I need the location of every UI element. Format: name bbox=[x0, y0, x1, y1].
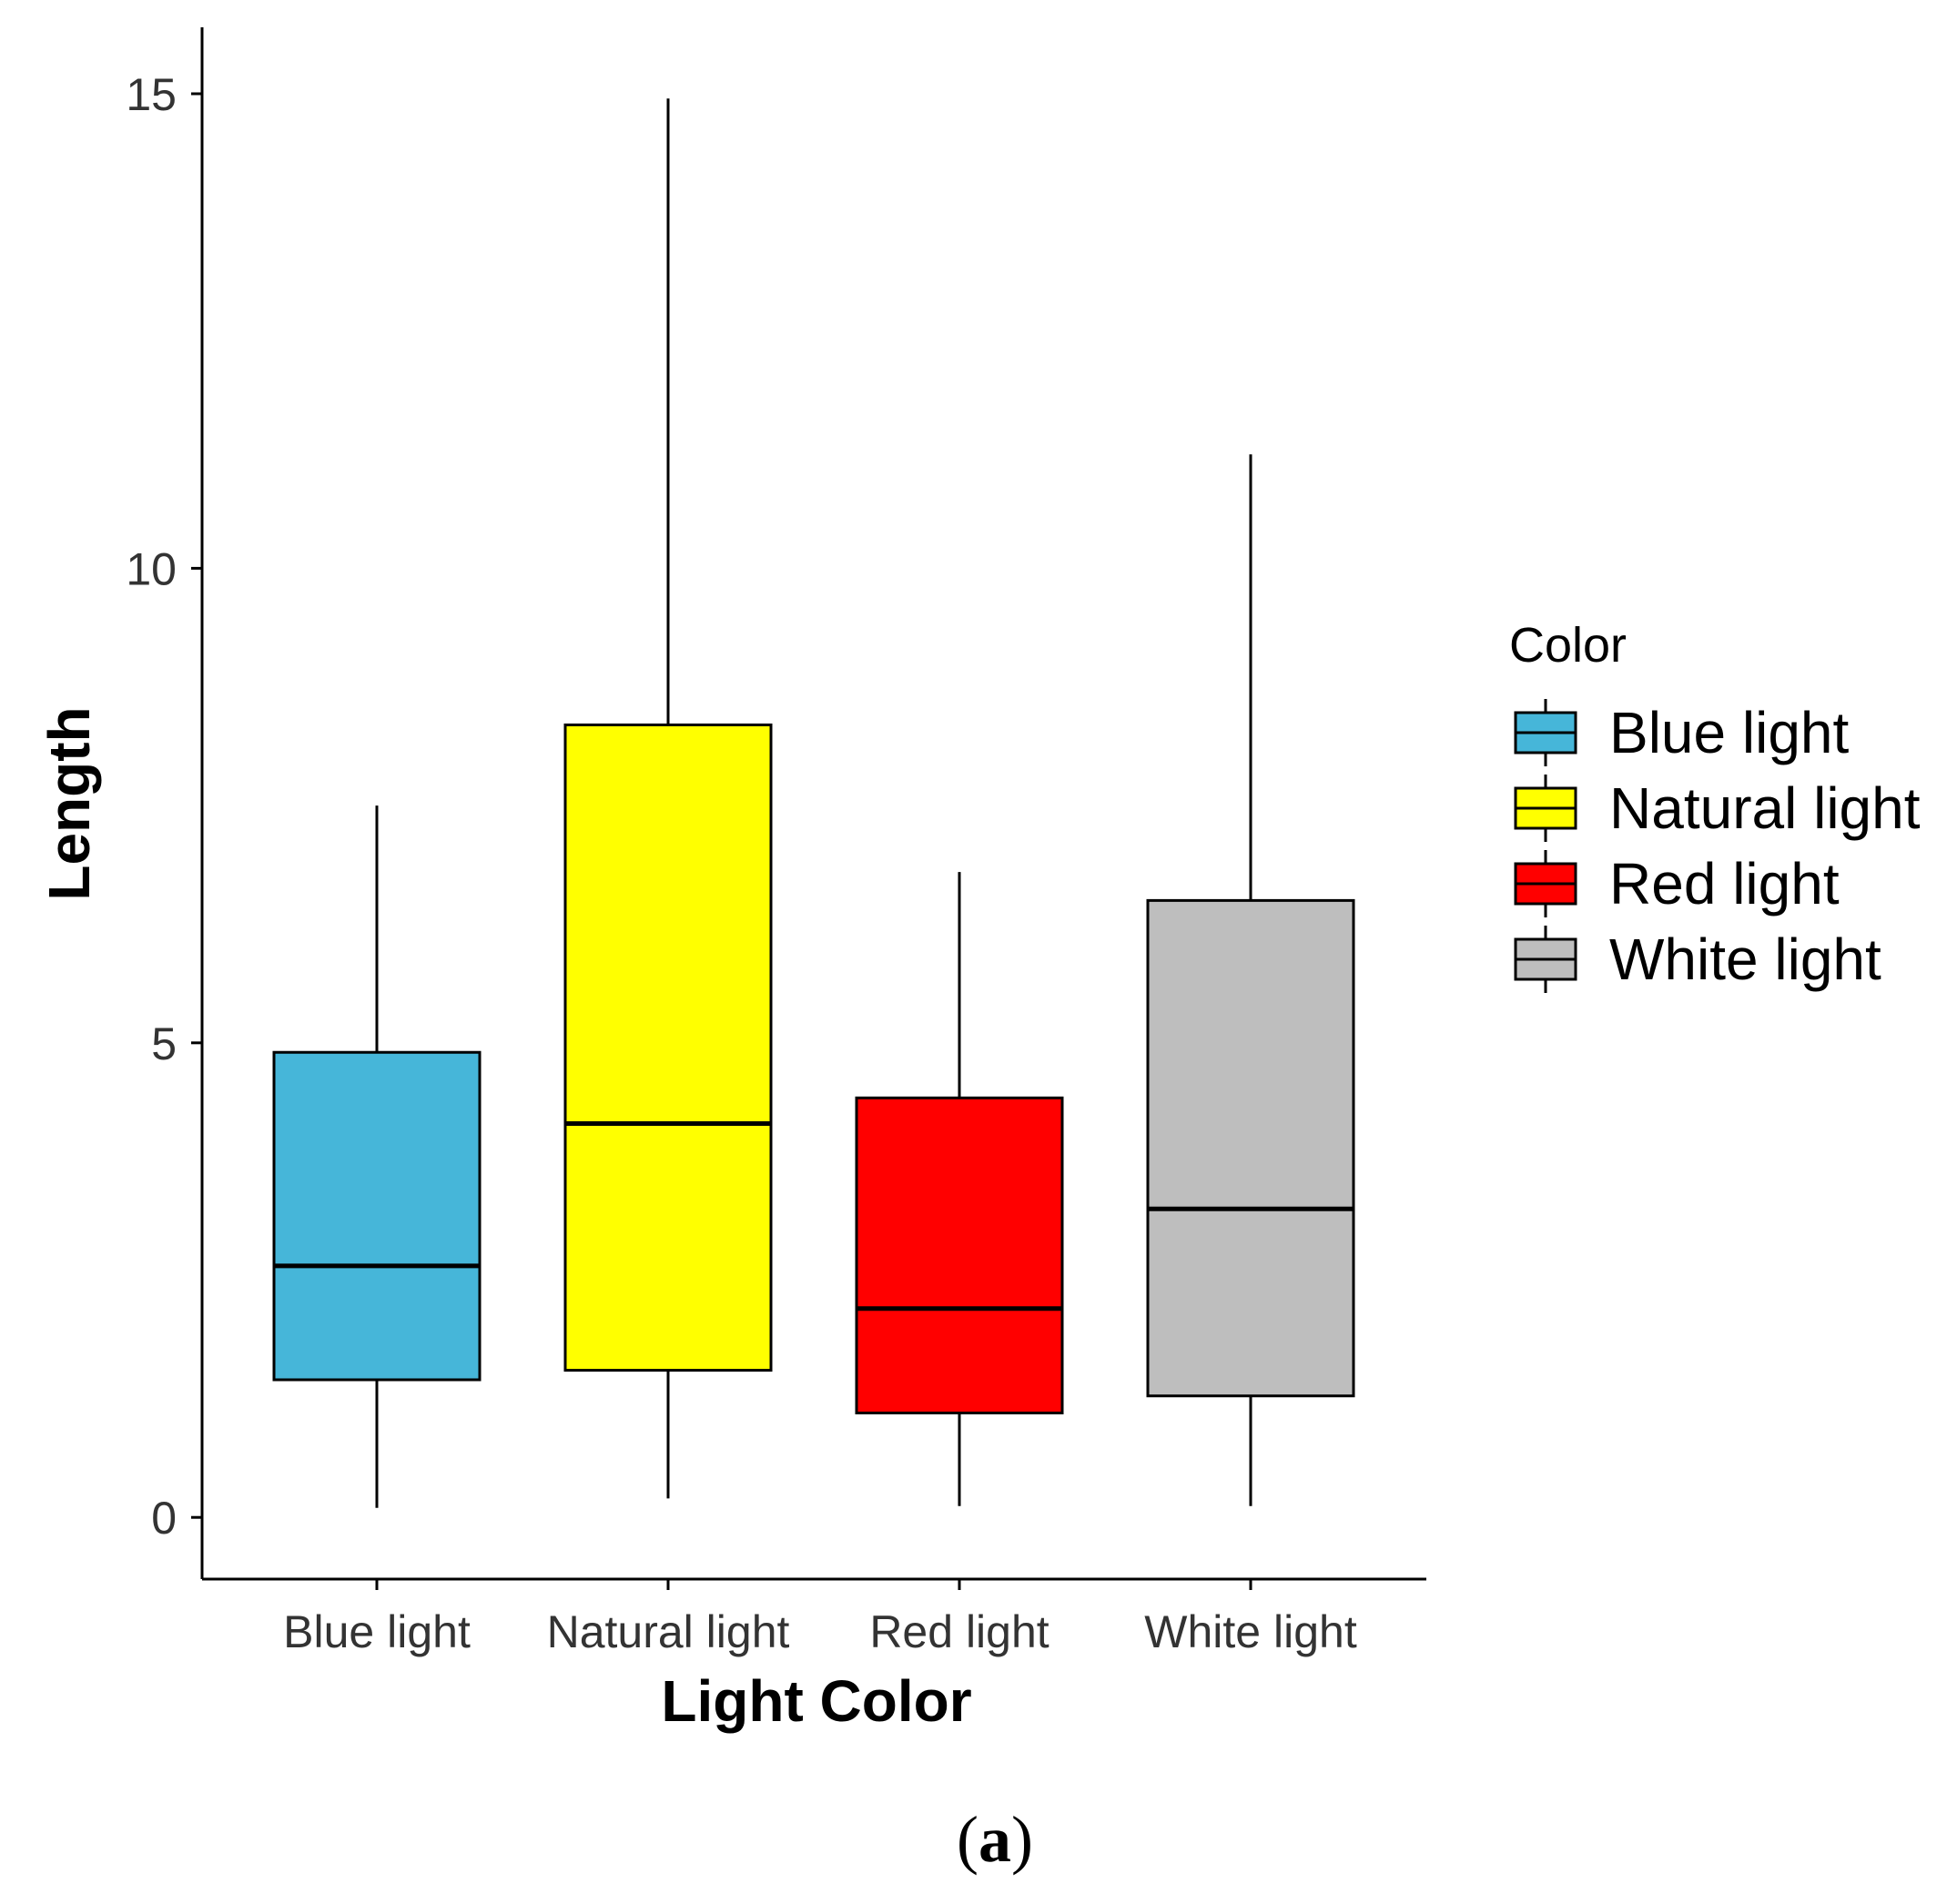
iqr-box-blue-light bbox=[272, 1050, 482, 1382]
legend-items: Blue light Natural light Red light White li… bbox=[1514, 699, 1921, 993]
y-tick-label-5: 5 bbox=[151, 1018, 177, 1069]
caption-close-paren: ) bbox=[1011, 1803, 1033, 1876]
caption-open-paren: ( bbox=[957, 1803, 978, 1876]
figure-caption: (a) bbox=[957, 1803, 1033, 1876]
iqr-box-red-light bbox=[855, 1096, 1064, 1415]
legend-item-blue-light: Blue light bbox=[1514, 699, 1850, 766]
y-tick-label-15: 15 bbox=[126, 69, 177, 120]
boxplot-boxes bbox=[272, 98, 1355, 1508]
box-white-light bbox=[1146, 454, 1355, 1506]
y-axis-ticks: 0 5 10 15 bbox=[126, 69, 202, 1544]
y-tick-label-0: 0 bbox=[151, 1493, 177, 1544]
x-tick-label-red-light: Red light bbox=[869, 1606, 1049, 1657]
legend-label-white-light: White light bbox=[1609, 927, 1881, 992]
chart-axes bbox=[200, 27, 1426, 1581]
box-natural-light bbox=[563, 98, 773, 1499]
legend-item-natural-light: Natural light bbox=[1514, 775, 1921, 842]
caption-letter: a bbox=[978, 1803, 1011, 1876]
y-axis-title: Length bbox=[36, 706, 102, 900]
legend-label-blue-light: Blue light bbox=[1609, 700, 1850, 765]
legend: Color Blue light Natural light Red light Wh… bbox=[1509, 618, 1921, 993]
x-tick-label-blue-light: Blue light bbox=[283, 1606, 471, 1657]
legend-label-natural-light: Natural light bbox=[1609, 775, 1921, 841]
x-axis-title: Light Color bbox=[661, 1668, 971, 1734]
iqr-box-natural-light bbox=[563, 723, 773, 1372]
legend-item-red-light: Red light bbox=[1514, 850, 1840, 917]
legend-item-white-light: White light bbox=[1514, 926, 1881, 993]
box-blue-light bbox=[272, 805, 482, 1508]
x-tick-label-natural-light: Natural light bbox=[547, 1606, 790, 1657]
legend-title: Color bbox=[1509, 618, 1627, 673]
x-axis-ticks: Blue light Natural light Red light White li… bbox=[283, 1579, 1357, 1657]
legend-label-red-light: Red light bbox=[1609, 851, 1840, 917]
iqr-box-white-light bbox=[1146, 898, 1355, 1398]
y-tick-label-10: 10 bbox=[126, 543, 177, 594]
x-tick-label-white-light: White light bbox=[1144, 1606, 1357, 1657]
box-red-light bbox=[855, 872, 1064, 1506]
